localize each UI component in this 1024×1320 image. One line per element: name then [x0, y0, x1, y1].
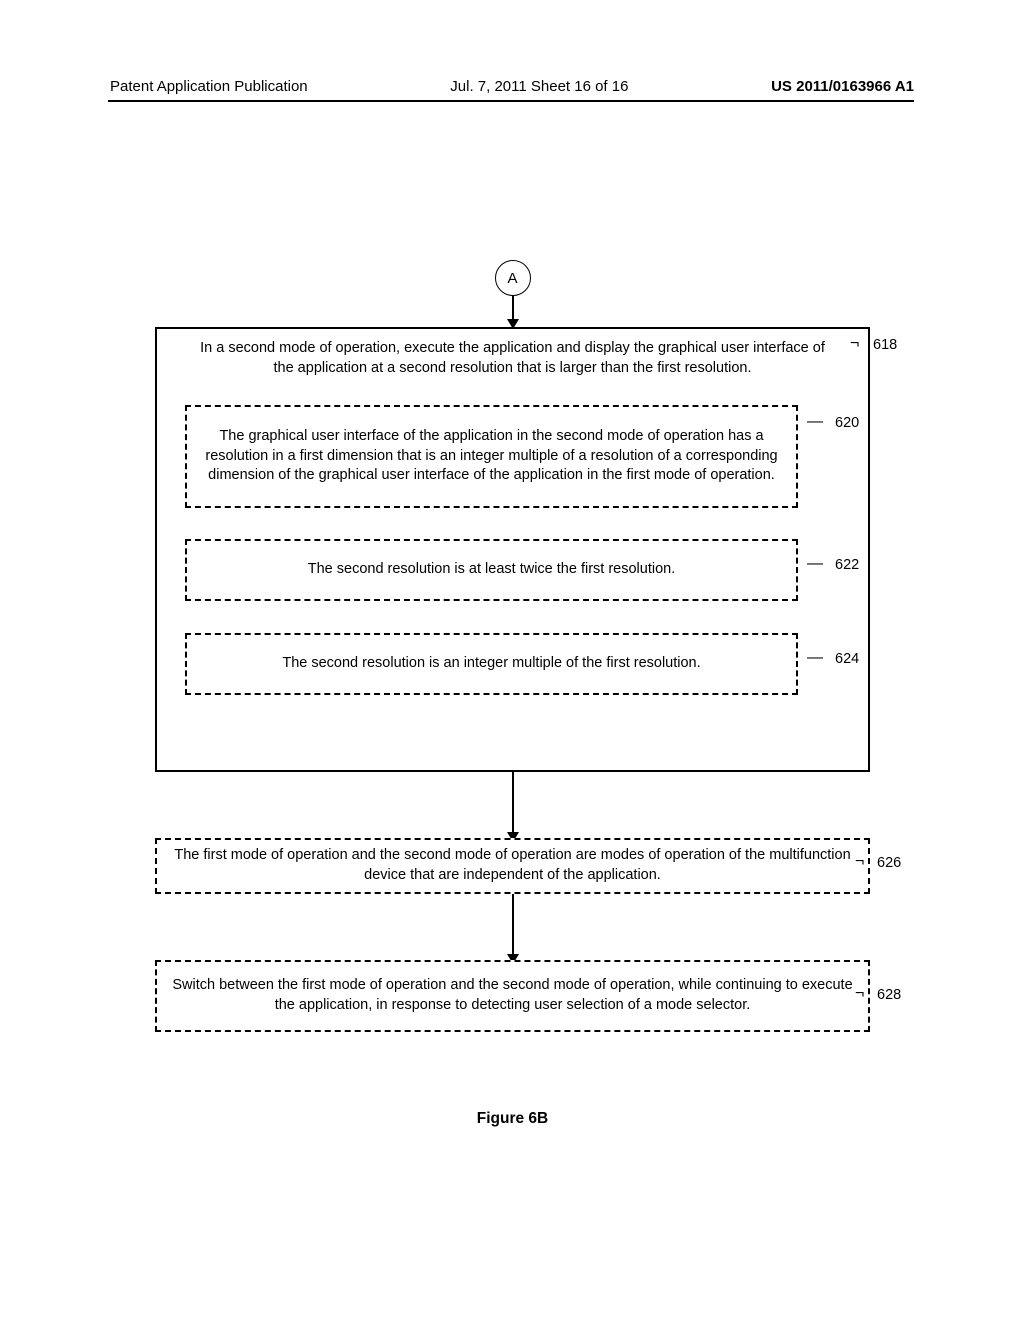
substep-620-text: The graphical user interface of the appl…: [187, 421, 796, 492]
leader-626: ⌐: [855, 853, 864, 871]
leader-618: ⌐: [850, 335, 859, 353]
header-rule: [108, 100, 914, 102]
substep-624: The second resolution is an integer mult…: [185, 633, 798, 695]
ref-620: 620: [835, 415, 859, 431]
connector-circle: A: [495, 260, 531, 296]
ref-622: 622: [835, 557, 859, 573]
header-left: Patent Application Publication: [110, 78, 308, 95]
ref-624: 624: [835, 651, 859, 667]
header-mid: Jul. 7, 2011 Sheet 16 of 16: [450, 78, 628, 95]
substep-622-text: The second resolution is at least twice …: [187, 554, 796, 586]
step-618: In a second mode of operation, execute t…: [155, 327, 870, 772]
step-626-text: The first mode of operation and the seco…: [157, 840, 868, 891]
step-628: Switch between the first mode of operati…: [155, 960, 870, 1032]
arrow-3-line: [512, 894, 514, 954]
connector-label: A: [507, 270, 517, 287]
ref-626: 626: [877, 855, 901, 871]
leader-628: ⌐: [855, 985, 864, 1003]
substep-620: The graphical user interface of the appl…: [185, 405, 798, 508]
leader-620: —: [807, 413, 823, 431]
page-header: Patent Application Publication Jul. 7, 2…: [0, 78, 1024, 95]
leader-624: —: [807, 649, 823, 667]
ref-618: 618: [873, 337, 897, 353]
page: Patent Application Publication Jul. 7, 2…: [0, 0, 1024, 1320]
step-618-text: In a second mode of operation, execute t…: [157, 329, 868, 384]
step-626: The first mode of operation and the seco…: [155, 838, 870, 894]
substep-624-text: The second resolution is an integer mult…: [187, 648, 796, 680]
arrow-2-line: [512, 772, 514, 832]
figure-caption: Figure 6B: [155, 1110, 870, 1128]
ref-628: 628: [877, 987, 901, 1003]
leader-622: —: [807, 555, 823, 573]
header-right: US 2011/0163966 A1: [771, 78, 914, 95]
arrow-1-line: [512, 296, 514, 319]
step-628-text: Switch between the first mode of operati…: [157, 970, 868, 1021]
substep-622: The second resolution is at least twice …: [185, 539, 798, 601]
